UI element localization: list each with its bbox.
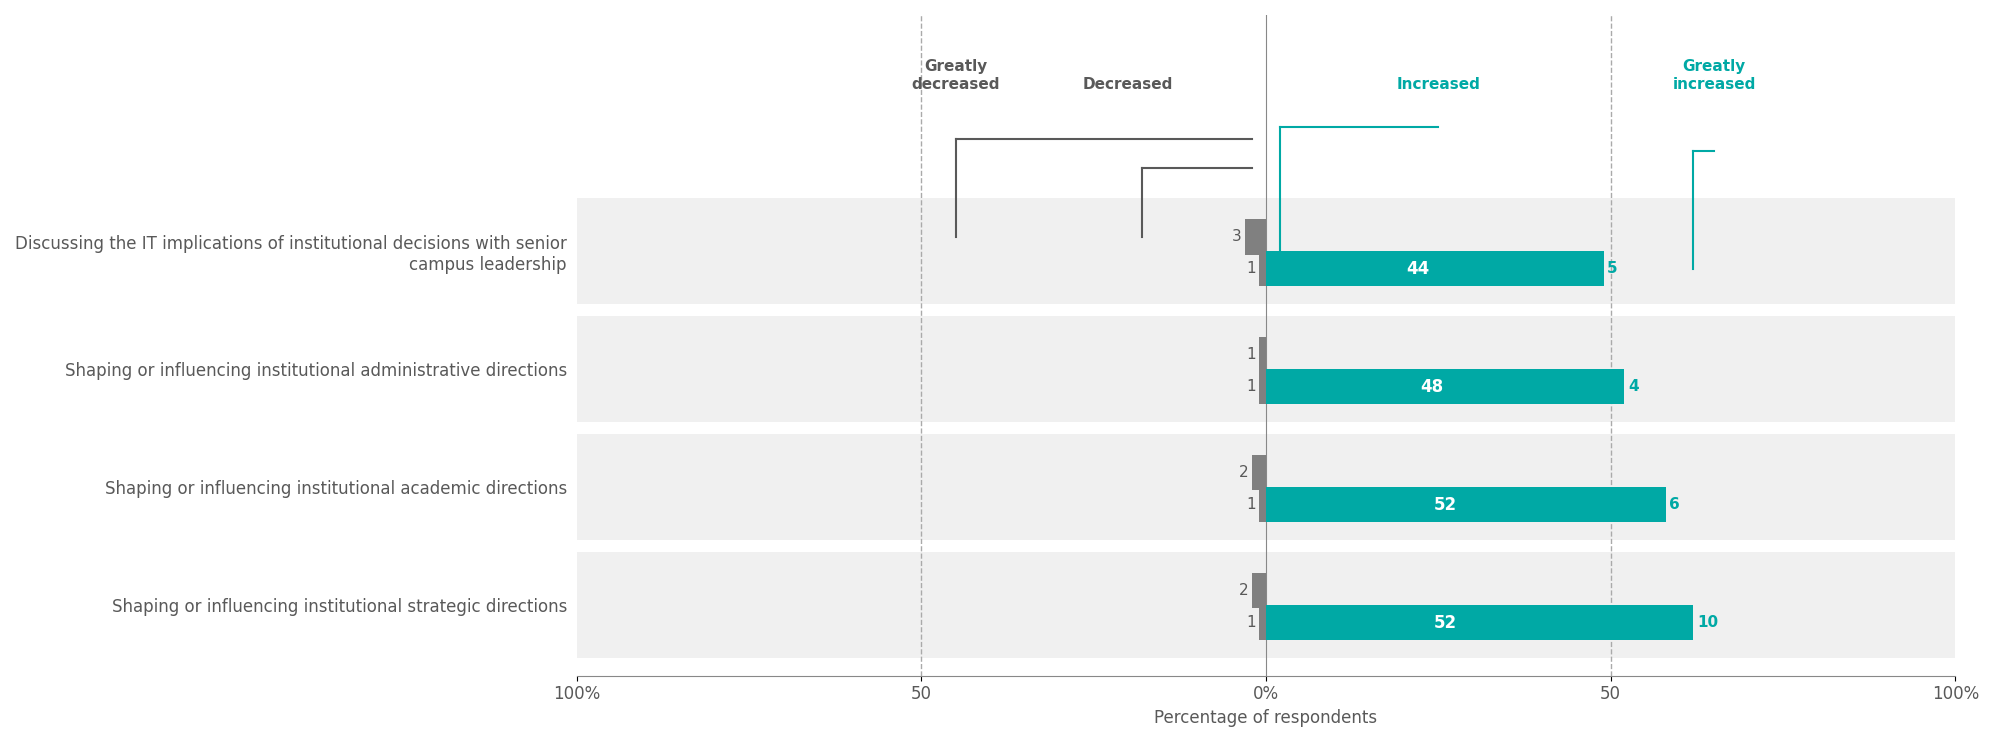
Bar [1252,455,1266,490]
Bar [1258,337,1266,372]
Bar [1597,369,1625,404]
Text: Greatly
increased: Greatly increased [1673,59,1757,92]
Bar [1258,487,1266,522]
Text: 3: 3 [1232,229,1242,244]
Bar [576,198,1956,304]
Bar [576,552,1956,658]
Text: 6: 6 [1669,497,1681,512]
Text: 52: 52 [1434,496,1458,513]
Bar [1258,251,1266,286]
Text: 1: 1 [1246,261,1256,276]
Text: Increased: Increased [1396,76,1480,92]
X-axis label: Percentage of respondents: Percentage of respondents [1155,709,1378,727]
Text: 1: 1 [1246,615,1256,630]
Text: 2: 2 [1238,465,1248,480]
Bar [1258,369,1266,404]
Text: 52: 52 [1434,614,1458,631]
Text: 44: 44 [1406,260,1430,278]
Bar [1266,605,1625,640]
Text: 1: 1 [1246,347,1256,362]
Text: 5: 5 [1607,261,1617,276]
Text: 48: 48 [1420,378,1444,395]
Bar [1258,605,1266,640]
Bar [1252,573,1266,608]
Bar [1569,251,1603,286]
Text: 1: 1 [1246,379,1256,394]
Bar [1266,369,1597,404]
Text: 4: 4 [1627,379,1639,394]
Bar [1266,487,1625,522]
Bar [576,316,1956,422]
Text: Greatly
decreased: Greatly decreased [911,59,1001,92]
Bar [1625,605,1693,640]
Text: 2: 2 [1238,583,1248,598]
Bar [1246,219,1266,255]
Bar [1266,251,1569,286]
Text: 10: 10 [1697,615,1719,630]
Bar [1625,487,1665,522]
Bar [576,434,1956,540]
Text: 1: 1 [1246,497,1256,512]
Text: Decreased: Decreased [1083,76,1172,92]
